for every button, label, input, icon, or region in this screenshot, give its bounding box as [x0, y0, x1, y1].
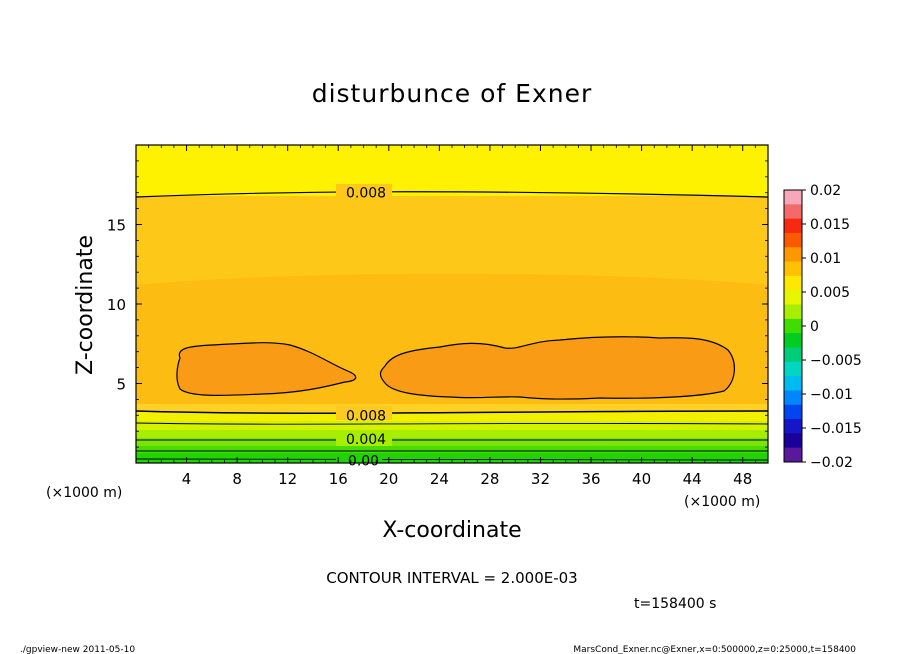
- colorbar-swatch-0: [784, 190, 802, 205]
- colorbar-swatch-13: [784, 376, 802, 391]
- field-yellow-edge: [136, 404, 768, 412]
- time-stamp: t=158400 s: [634, 596, 716, 612]
- y-axis-ticks: 5 10 15: [107, 160, 768, 448]
- x-tick-label-20: 20: [379, 470, 398, 488]
- label-gap-3: [336, 433, 392, 446]
- x-tick-label-24: 24: [430, 470, 449, 488]
- band-b6: [136, 453, 768, 463]
- colorbar-label-3: 0.005: [810, 285, 850, 301]
- x-unit-right: (×1000 m): [684, 494, 760, 510]
- colorbar-swatch-6: [784, 275, 802, 291]
- label-gap-2: [336, 406, 392, 420]
- chart-title: disturbunce of Exner: [312, 79, 593, 108]
- colorbar-swatch-5: [784, 261, 802, 277]
- contour-lower-0002: [136, 450, 768, 452]
- colorbar-label-7: −0.015: [810, 421, 862, 437]
- y-tick-label-10: 10: [107, 296, 126, 314]
- cell-right: [379, 336, 735, 400]
- x-axis-label: X-coordinate: [382, 518, 521, 543]
- colorbar-swatch-9: [784, 318, 802, 334]
- colorbar-swatch-12: [784, 361, 802, 377]
- colorbar-label-5: −0.005: [810, 353, 862, 369]
- contour-lower-0004: [136, 439, 768, 441]
- x-tick-label-32: 32: [531, 470, 550, 488]
- colorbar-swatch-14: [784, 390, 802, 406]
- colorbar-swatch-4: [784, 247, 802, 263]
- band-b4: [136, 438, 768, 446]
- x-tick-label-40: 40: [632, 470, 651, 488]
- label-gap-4: [336, 453, 382, 463]
- colorbar-label-6: −0.01: [810, 387, 853, 403]
- colorbar-label-1: 0.015: [810, 217, 850, 233]
- colorbar-label-4: 0: [810, 319, 819, 335]
- contour-lower-0008: [136, 410, 768, 414]
- colorbar: 0.02 0.015 0.01 0.005 0 −0.005 −0.01 −0.015 −0.0…: [783, 183, 862, 471]
- contour-label-1: 0.008: [346, 408, 386, 424]
- colorbar-swatch-17: [784, 433, 802, 449]
- colorbar-swatch-7: [784, 290, 802, 306]
- colorbar-swatch-1: [784, 204, 802, 220]
- band-b2: [136, 421, 768, 430]
- colorbar-label-8: −0.02: [810, 455, 853, 471]
- band-b3: [136, 430, 768, 438]
- y-tick-label-5: 5: [116, 376, 126, 394]
- x-tick-label-16: 16: [329, 470, 348, 488]
- colorbar-label-0: 0.02: [810, 183, 841, 199]
- contour-label-0: 0.008: [346, 186, 386, 202]
- footer-right: MarsCond_Exner.nc@Exner,x=0:500000,z=0:2…: [573, 645, 856, 654]
- x-tick-label-36: 36: [581, 470, 600, 488]
- cell-left: [176, 342, 357, 397]
- contour-label-2: 0.004: [346, 432, 386, 448]
- y-tick-label-15: 15: [107, 217, 126, 235]
- footer-left: ./gpview-new 2011-05-10: [20, 645, 135, 654]
- colorbar-swatch-10: [784, 333, 802, 348]
- colorbar-swatch-18: [784, 447, 802, 463]
- label-gap-1: [336, 184, 392, 200]
- y-axis-label: Z-coordinate: [73, 235, 98, 375]
- x-tick-label-12: 12: [278, 470, 297, 488]
- x-tick-label-44: 44: [683, 470, 702, 488]
- band-b1: [136, 412, 768, 421]
- colorbar-swatch-8: [784, 304, 802, 320]
- plot-field: [136, 145, 768, 463]
- colorbar-label-2: 0.01: [810, 251, 841, 267]
- contour-interval: CONTOUR INTERVAL = 2.000E-03: [326, 569, 577, 587]
- contour-lower-0006: [136, 422, 768, 425]
- colorbar-swatch-3: [784, 232, 802, 248]
- band-b5: [136, 446, 768, 453]
- x-axis-ticks: 4 8 12 16 20 24 28 32 36 40 44 48: [148, 145, 756, 488]
- x-tick-label-4: 4: [182, 470, 192, 488]
- colorbar-swatch-16: [784, 419, 802, 434]
- x-tick-label-8: 8: [232, 470, 242, 488]
- contour-upper-0008: [136, 191, 768, 198]
- contour-lower-0000: [136, 458, 768, 461]
- x-tick-label-28: 28: [480, 470, 499, 488]
- x-tick-label-48: 48: [733, 470, 752, 488]
- x-unit-left: (×1000 m): [46, 485, 122, 501]
- colorbar-swatch-2: [784, 218, 802, 234]
- colorbar-swatch-11: [784, 347, 802, 363]
- colorbar-swatch-15: [784, 404, 802, 420]
